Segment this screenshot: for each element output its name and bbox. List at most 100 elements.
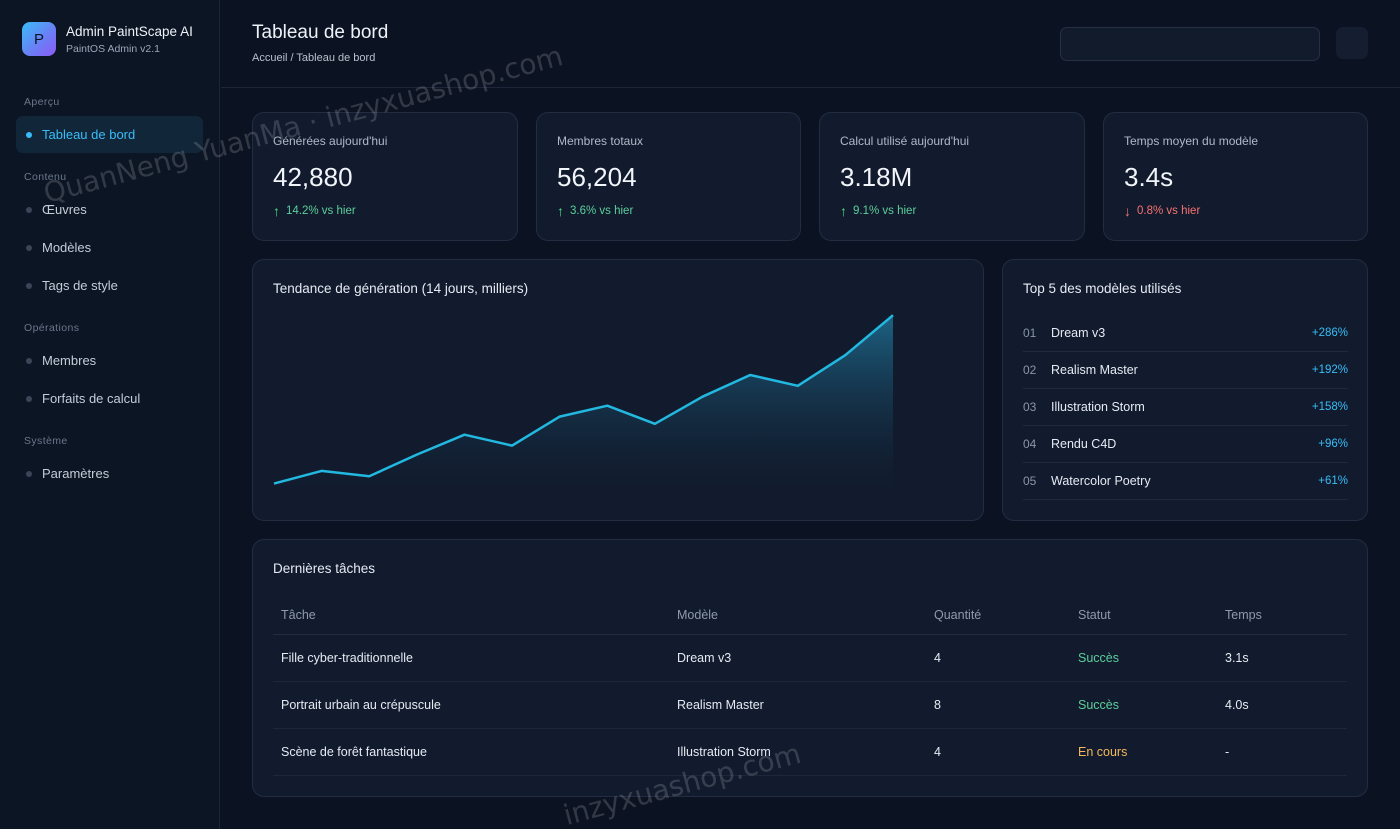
stat-label: Calcul utilisé aujourd'hui [840,134,970,148]
top-model-row[interactable]: 02 Realism Master +192% [1023,352,1348,389]
sidebar-item-parametres[interactable]: Paramètres [16,455,203,492]
arrow-up-icon: ↑ [557,203,564,219]
model-name: Realism Master [1051,363,1138,377]
model-growth: +192% [1311,364,1348,376]
model-name: Illustration Storm [1051,400,1145,414]
col-header-status[interactable]: Statut [1078,607,1111,622]
table-row[interactable]: Fille cyber-traditionnelle Dream v3 4 Su… [273,635,1347,682]
model-growth: +286% [1311,327,1348,339]
col-header-time[interactable]: Temps [1225,607,1262,622]
sidebar-item-label: Paramètres [42,466,110,481]
sidebar-item-membres[interactable]: Membres [16,342,203,379]
table-row[interactable]: Portrait urbain au crépuscule Realism Ma… [273,682,1347,729]
nav-section-systeme: Système [24,435,68,447]
sidebar-item-label: Membres [42,353,97,368]
model-rank: 02 [1023,363,1037,377]
model-rank: 04 [1023,437,1037,451]
top-model-row[interactable]: 01 Dream v3 +286% [1023,315,1348,352]
table-header: Tâche Modèle Quantité Statut Temps [273,595,1347,635]
chart-title: Tendance de génération (14 jours, millie… [273,281,529,296]
col-header-task[interactable]: Tâche [281,607,316,622]
stat-value: 42,880 [273,162,353,192]
stat-delta-text: 3.6% vs hier [570,205,634,217]
model-rank: 05 [1023,474,1037,488]
brand-logo: P [22,22,56,56]
stat-delta: ↑ 14.2% vs hier [273,203,356,219]
breadcrumb[interactable]: Accueil / Tableau de bord [252,52,376,64]
cell-task: Portrait urbain au crépuscule [281,698,441,712]
model-growth: +158% [1311,401,1348,413]
sidebar-item-label: Modèles [42,240,92,255]
stat-delta: ↓ 0.8% vs hier [1124,203,1200,219]
tasks-title: Dernières tâches [273,561,376,576]
col-header-model[interactable]: Modèle [677,607,718,622]
cell-task: Scène de forêt fantastique [281,745,427,759]
trend-line [273,314,894,485]
model-name: Watercolor Poetry [1051,474,1151,488]
header: Tableau de bord Accueil / Tableau de bor… [221,0,1400,88]
cell-task: Fille cyber-traditionnelle [281,651,414,665]
top-models-title: Top 5 des modèles utilisés [1023,281,1182,296]
trend-chart-card: Tendance de génération (14 jours, millie… [252,259,984,521]
stat-label: Temps moyen du modèle [1124,134,1259,148]
dot-icon [26,244,32,251]
top-models-card: Top 5 des modèles utilisés 01 Dream v3 +… [1002,259,1368,521]
arrow-down-icon: ↓ [1124,203,1131,219]
cell-model: Dream v3 [677,651,732,665]
stat-delta-text: 14.2% vs hier [286,205,356,217]
status-badge: En cours [1078,745,1128,759]
header-action-button[interactable] [1336,27,1368,59]
stat-card-compute: Calcul utilisé aujourd'hui 3.18M ↑ 9.1% … [819,112,1085,241]
status-badge: Succès [1078,698,1119,712]
page-title: Tableau de bord [252,22,389,43]
stat-label: Membres totaux [557,134,644,148]
top-model-row[interactable]: 04 Rendu C4D +96% [1023,426,1348,463]
sidebar-item-oeuvres[interactable]: Œuvres [16,191,203,228]
brand-title: Admin PaintScape AI [66,24,193,39]
top-model-row[interactable]: 05 Watercolor Poetry +61% [1023,463,1348,500]
cell-qty: 4 [934,745,941,759]
dot-icon [26,395,32,402]
stat-delta: ↑ 3.6% vs hier [557,203,633,219]
cell-qty: 8 [934,698,941,712]
table-row[interactable]: Scène de forêt fantastique Illustration … [273,729,1347,776]
sidebar-item-label: Œuvres [42,202,87,217]
sidebar-item-modeles[interactable]: Modèles [16,229,203,266]
sidebar-item-label: Forfaits de calcul [42,391,141,406]
model-rank: 03 [1023,400,1037,414]
sidebar-item-dashboard[interactable]: Tableau de bord [16,116,203,153]
stat-value: 3.4s [1124,162,1174,192]
dot-icon [26,282,32,289]
model-growth: +96% [1318,438,1348,450]
stat-card-members: Membres totaux 56,204 ↑ 3.6% vs hier [536,112,801,241]
model-rank: 01 [1023,326,1037,340]
model-name: Rendu C4D [1051,437,1117,451]
search-input[interactable] [1060,27,1320,61]
cell-time: 3.1s [1225,651,1249,665]
brand[interactable]: P Admin PaintScape AI PaintOS Admin v2.1 [22,22,193,56]
sidebar-item-label: Tableau de bord [42,127,136,142]
arrow-up-icon: ↑ [840,203,847,219]
cell-qty: 4 [934,651,941,665]
nav-section-apercu: Aperçu [24,96,60,108]
stat-value: 56,204 [557,162,637,192]
model-growth: +61% [1318,475,1348,487]
stat-value: 3.18M [840,162,913,192]
stat-card-generated: Générées aujourd'hui 42,880 ↑ 14.2% vs h… [252,112,518,241]
trend-area [274,315,893,489]
sidebar: P Admin PaintScape AI PaintOS Admin v2.1… [0,0,220,829]
cell-model: Illustration Storm [677,745,771,759]
cell-time: 4.0s [1225,698,1249,712]
col-header-qty[interactable]: Quantité [934,607,982,622]
dot-icon [26,357,32,364]
sidebar-item-forfaits-de-calcul[interactable]: Forfaits de calcul [16,380,203,417]
brand-subtitle: PaintOS Admin v2.1 [66,43,160,55]
cell-model: Realism Master [677,698,764,712]
tasks-card: Dernières tâches Tâche Modèle Quantité S… [252,539,1368,797]
model-name: Dream v3 [1051,326,1106,340]
stat-delta-text: 0.8% vs hier [1137,205,1201,217]
dot-icon [26,131,32,138]
sidebar-item-tags-de-style[interactable]: Tags de style [16,267,203,304]
top-model-row[interactable]: 03 Illustration Storm +158% [1023,389,1348,426]
sidebar-item-label: Tags de style [42,278,118,293]
